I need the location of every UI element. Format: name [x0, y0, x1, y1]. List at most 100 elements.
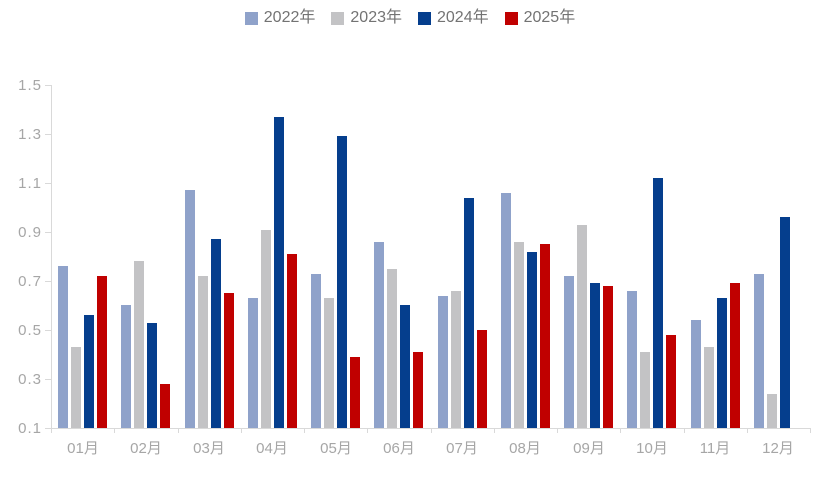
legend-item-2022[interactable]: 2022年 — [244, 9, 316, 26]
bar-2023-m06 — [387, 269, 397, 428]
x-axis-label: 10月 — [636, 440, 668, 457]
y-axis-label: 0.3 — [18, 371, 42, 388]
x-axis-tick — [114, 428, 115, 433]
legend-item-2024[interactable]: 2024年 — [418, 10, 489, 26]
bar-2022-m01 — [58, 266, 68, 428]
legend-item-2025[interactable]: 2025年 — [504, 9, 576, 26]
bar-2022-m09 — [564, 276, 574, 428]
x-axis-tick — [304, 428, 305, 433]
x-axis-label: 01月 — [67, 440, 99, 457]
bar-2023-m05 — [324, 298, 334, 428]
x-axis-label: 05月 — [320, 440, 352, 457]
bar-2022-m02 — [121, 305, 131, 428]
x-axis-label: 06月 — [383, 440, 415, 457]
x-axis-tick — [620, 428, 621, 433]
y-axis-tick — [45, 379, 51, 380]
y-axis-label: 0.1 — [18, 420, 42, 437]
bar-2024-m02 — [147, 323, 157, 428]
x-axis-tick — [367, 428, 368, 433]
bar-2025-m04 — [287, 254, 297, 428]
bar-2022-m03 — [185, 190, 195, 428]
x-axis-tick — [431, 428, 432, 433]
x-axis-tick — [684, 428, 685, 433]
bar-2025-m10 — [666, 335, 676, 428]
y-axis-label: 0.9 — [18, 224, 42, 241]
x-axis-label: 12月 — [762, 440, 794, 457]
y-axis-label: 1.3 — [18, 126, 42, 143]
bar-2022-m12 — [754, 274, 764, 428]
bar-2022-m08 — [501, 193, 511, 428]
bar-2024-m08 — [527, 252, 537, 428]
y-axis-label: 1.1 — [18, 175, 42, 192]
legend-item-2023[interactable]: 2023年 — [331, 10, 402, 26]
bar-2023-m01 — [71, 347, 81, 428]
bar-2024-m06 — [400, 305, 410, 428]
bar-2022-m06 — [374, 242, 384, 428]
legend-swatch-2025 — [504, 11, 518, 25]
bar-2025-m09 — [603, 286, 613, 428]
bar-2025-m02 — [160, 384, 170, 428]
bar-2023-m09 — [577, 225, 587, 428]
x-axis-tick — [747, 428, 748, 433]
bar-2025-m01 — [97, 276, 107, 428]
bar-2025-m11 — [730, 283, 740, 428]
bar-2023-m10 — [640, 352, 650, 428]
y-axis-label: 0.5 — [18, 322, 42, 339]
y-axis-tick — [45, 134, 51, 135]
y-axis-label: 1.5 — [18, 77, 42, 94]
x-axis-label: 07月 — [446, 440, 478, 457]
bar-2023-m08 — [514, 242, 524, 428]
bar-2024-m11 — [717, 298, 727, 428]
bar-2025-m08 — [540, 244, 550, 428]
bar-2024-m05 — [337, 136, 347, 428]
x-axis-tick — [494, 428, 495, 433]
y-axis-tick — [45, 232, 51, 233]
bar-2024-m01 — [84, 315, 94, 428]
x-axis-label: 02月 — [130, 440, 162, 457]
legend-swatch-2022 — [244, 11, 258, 25]
bar-2023-m04 — [261, 230, 271, 428]
bar-2024-m03 — [211, 239, 221, 428]
bar-2023-m02 — [134, 261, 144, 428]
bar-2023-m03 — [198, 276, 208, 428]
x-axis-label: 11月 — [699, 440, 731, 457]
bar-2025-m07 — [477, 330, 487, 428]
y-axis-line — [51, 85, 52, 428]
y-axis-tick — [45, 183, 51, 184]
x-axis-tick — [557, 428, 558, 433]
bar-2022-m07 — [438, 296, 448, 428]
legend-label-2024: 2024年 — [437, 9, 489, 26]
y-axis-tick — [45, 281, 51, 282]
y-axis-tick — [45, 428, 51, 429]
bar-2025-m05 — [350, 357, 360, 428]
bar-2022-m05 — [311, 274, 321, 428]
legend-label-2023: 2023年 — [350, 9, 402, 26]
bar-2024-m10 — [653, 178, 663, 428]
bar-2023-m11 — [704, 347, 714, 428]
x-axis-tick — [241, 428, 242, 433]
legend: 2022年 2023年 2024年 2025年 — [0, 6, 820, 30]
x-axis-tick — [810, 428, 811, 433]
bar-2022-m04 — [248, 298, 258, 428]
x-axis-label: 03月 — [193, 440, 225, 457]
bar-2022-m10 — [627, 291, 637, 428]
y-axis-tick — [45, 85, 51, 86]
legend-swatch-2023 — [331, 11, 345, 25]
bar-2024-m04 — [274, 117, 284, 428]
bar-2025-m03 — [224, 293, 234, 428]
x-axis-label: 09月 — [573, 440, 605, 457]
legend-swatch-2024 — [418, 11, 431, 25]
y-axis-label: 0.7 — [18, 273, 42, 290]
bar-2024-m09 — [590, 283, 600, 428]
x-axis-label: 08月 — [509, 440, 541, 457]
bar-2024-m12 — [780, 217, 790, 428]
bar-2024-m07 — [464, 198, 474, 428]
bar-2023-m07 — [451, 291, 461, 428]
legend-label-2025: 2025年 — [523, 9, 576, 26]
y-axis-tick — [45, 330, 51, 331]
bar-2022-m11 — [691, 320, 701, 428]
x-axis-tick — [178, 428, 179, 433]
x-axis-label: 04月 — [256, 440, 288, 457]
legend-label-2022: 2022年 — [263, 9, 316, 26]
